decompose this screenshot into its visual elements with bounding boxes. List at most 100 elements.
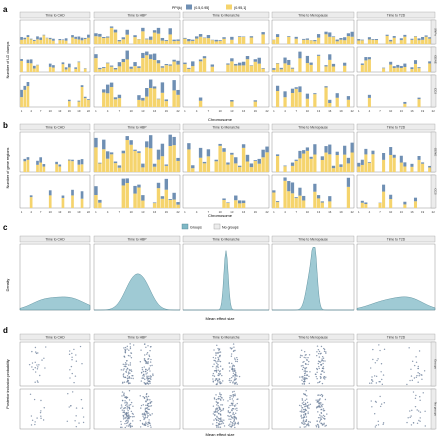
scatter-point [119,426,122,429]
scatter-point [316,420,318,422]
panel-letter-d: d [3,326,8,335]
bar-low-ppi [164,178,169,190]
bar-high-ppi [324,66,328,72]
scatter-point [149,405,151,407]
bar-high-ppi [371,39,375,44]
facet-strip-label: Time to Menopause [298,335,328,339]
chromosome-tick-label: 7 [208,109,210,113]
scatter-point [71,391,74,393]
bar-high-ppi [129,144,133,172]
scatter-point [378,344,380,346]
scatter-point [305,405,307,407]
bar-low-ppi [385,34,389,36]
bar-high-ppi [98,69,102,72]
scatter-point [218,379,221,381]
scatter-point [144,416,147,419]
scatter-point [416,422,419,424]
bar-high-ppi [378,202,382,208]
scatter-point [37,352,39,354]
bar-high-ppi [428,167,432,172]
scatter-point [218,349,220,351]
bar-high-ppi [328,59,332,72]
scatter-point [124,400,126,402]
facet-strip-label: Time to CAD [45,125,65,129]
facet-strip [182,123,270,131]
bar-high-ppi [137,67,141,72]
bar-high-ppi [164,165,169,172]
bar-low-ppi [141,27,145,32]
bar-high-ppi [371,154,375,172]
scatter-point [315,407,318,409]
scatter-point [80,398,83,401]
chromosome-tick-label: 19 [254,210,258,214]
scatter-point [147,395,150,398]
scatter-point [230,418,232,420]
scatter-point [219,351,222,353]
bar-low-ppi [367,161,371,163]
bar-high-ppi [313,191,317,208]
scatter-point [130,410,133,413]
scatter-point [299,426,301,428]
scatter-point [142,395,144,398]
facet-strip [93,235,181,243]
scatter-point [213,370,216,372]
scatter-point [373,375,376,377]
scatter-point [232,408,234,410]
bar-high-ppi [109,66,114,72]
scatter-point [412,422,415,424]
scatter-point [303,350,306,353]
scatter-point [320,377,322,380]
bar-high-ppi [392,157,396,172]
bar-high-ppi [29,63,33,72]
scatter-point [302,377,304,379]
scatter-point [214,379,217,382]
facet-strip-label: Time to Menarche [212,125,239,129]
bar-high-ppi [32,68,36,72]
scatter-point [70,365,73,368]
scatter-point [232,343,235,345]
bar-high-ppi [237,203,242,208]
scatter-point [128,407,131,409]
scatter-point [214,357,217,359]
bar-low-ppi [102,36,106,39]
scatter-point [304,369,306,371]
scatter-point [39,374,41,377]
scatter-point [233,390,235,393]
bar-high-ppi [176,40,180,44]
scatter-point [125,369,128,371]
scatter-point [306,401,309,404]
bar-high-ppi [133,193,137,208]
scatter-point [215,354,217,356]
bar-low-ppi [113,67,118,70]
bar-high-ppi [294,160,298,172]
bar-high-ppi [48,66,52,72]
scatter-panel [271,388,355,430]
scatter-point [325,424,327,427]
scatter-point [302,364,304,367]
row-strip-label: GENE [434,148,438,157]
bar-low-ppi [32,39,36,41]
bar-high-ppi [137,99,141,107]
scatter-point [75,360,78,362]
scatter-point [132,377,134,380]
bar-high-ppi [133,66,137,72]
scatter-point [303,423,305,426]
bar-high-ppi [226,202,230,208]
scatter-point [320,404,323,407]
scatter-point [219,408,221,410]
bar-high-ppi [283,166,287,172]
scatter-point [418,419,420,422]
scatter-point [74,420,76,422]
bar-high-ppi [335,41,339,44]
scatter-point [235,378,237,380]
scatter-point [143,413,146,416]
bar-low-ppi [305,38,310,40]
bar-high-ppi [160,198,165,208]
bar-low-ppi [335,93,339,98]
bar-high-ppi [343,154,347,172]
chromosome-tick-label: 19 [254,109,258,113]
scatter-point [142,415,144,417]
bar-low-ppi [343,62,347,66]
scatter-point [219,382,222,384]
facet-panel [356,174,436,209]
